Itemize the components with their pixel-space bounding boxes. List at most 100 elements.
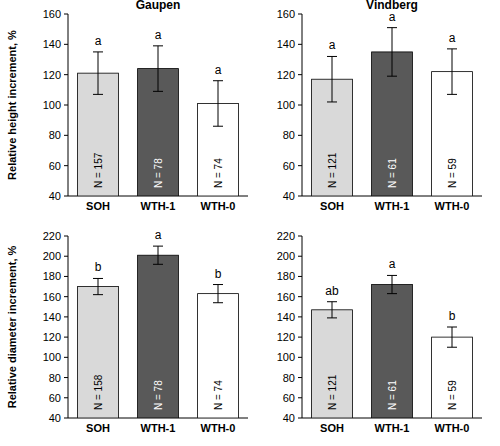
y-tick <box>64 236 68 237</box>
n-label: N = 158 <box>93 374 104 410</box>
marks <box>312 275 473 418</box>
error-cap <box>213 302 223 303</box>
y-tick <box>298 165 302 166</box>
error-cap <box>153 45 163 46</box>
y-tick <box>64 105 68 106</box>
error-line <box>158 46 159 92</box>
error-cap <box>153 91 163 92</box>
y-tick-label: 140 <box>277 38 295 50</box>
significance-letter: a <box>389 257 396 271</box>
n-label: N = 78 <box>153 158 164 188</box>
error-cap <box>213 80 223 81</box>
y-tick <box>64 256 68 257</box>
significance-letter: a <box>155 228 162 242</box>
error-bar <box>447 49 457 94</box>
y-tick <box>298 337 302 338</box>
error-cap <box>93 94 103 95</box>
y-tick-label: 140 <box>43 311 61 323</box>
y-tick-label: 180 <box>43 270 61 282</box>
y-tick <box>298 256 302 257</box>
y-tick-label: 120 <box>277 69 295 81</box>
error-bar <box>387 28 397 77</box>
error-cap <box>93 51 103 52</box>
marks <box>312 28 473 196</box>
x-tick-label: WTH-1 <box>375 422 410 434</box>
x-tick-label: WTH-1 <box>375 200 410 212</box>
significance-letter: b <box>449 309 456 323</box>
error-cap <box>213 126 223 127</box>
y-tick <box>298 14 302 15</box>
error-cap <box>327 56 337 57</box>
y-tick-label: 80 <box>49 372 61 384</box>
y-tick-label: 120 <box>43 331 61 343</box>
y-axis <box>68 236 69 418</box>
error-cap <box>387 293 397 294</box>
n-label: N = 61 <box>387 380 398 410</box>
error-cap <box>387 76 397 77</box>
y-tick-label: 200 <box>43 250 61 262</box>
y-tick <box>64 14 68 15</box>
error-cap <box>153 246 163 247</box>
y-tick-label: 100 <box>43 351 61 363</box>
y-tick-label: 100 <box>277 99 295 111</box>
y-tick-label: 220 <box>43 230 61 242</box>
y-tick <box>298 105 302 106</box>
y-tick <box>64 397 68 398</box>
panel: GaupenRelative height increment, %406080… <box>6 0 248 212</box>
error-cap <box>447 347 457 348</box>
bar <box>138 255 179 418</box>
y-tick-label: 100 <box>43 99 61 111</box>
error-bar <box>327 56 337 102</box>
y-tick-label: 160 <box>277 291 295 303</box>
error-line <box>158 246 159 264</box>
y-tick-label: 220 <box>277 230 295 242</box>
significance-letter: a <box>449 31 456 45</box>
bar <box>78 287 119 418</box>
error-cap <box>153 264 163 265</box>
panel: Vindberg406080100120140160SOHaN = 121WTH… <box>277 0 482 212</box>
error-bar <box>447 327 457 347</box>
y-tick-label: 120 <box>277 331 295 343</box>
figure: Gaupen Relative height increment, % 40 60 80… <box>0 0 500 446</box>
y-tick <box>64 74 68 75</box>
y-tick-label: 40 <box>283 190 295 202</box>
error-cap <box>447 94 457 95</box>
y-tick-label: 40 <box>49 412 61 424</box>
y-tick <box>64 196 68 197</box>
n-label: N = 121 <box>327 152 338 188</box>
y-tick <box>298 316 302 317</box>
error-bar <box>327 302 337 318</box>
significance-letter: a <box>95 34 102 48</box>
y-tick-label: 60 <box>49 392 61 404</box>
y-tick <box>298 418 302 419</box>
y-tick-label: 180 <box>277 270 295 282</box>
n-label: N = 157 <box>93 152 104 188</box>
y-tick-label: 140 <box>277 311 295 323</box>
marks <box>78 246 239 418</box>
y-tick-label: 80 <box>49 129 61 141</box>
y-tick <box>298 276 302 277</box>
error-cap <box>327 317 337 318</box>
y-tick <box>64 296 68 297</box>
error-cap <box>93 294 103 295</box>
y-tick <box>64 337 68 338</box>
y-tick <box>298 377 302 378</box>
error-bar <box>153 46 163 92</box>
y-label: Relative height increment, % <box>6 30 18 180</box>
error-cap <box>387 275 397 276</box>
x-tick-label: SOH <box>86 200 110 212</box>
n-label: N = 61 <box>387 158 398 188</box>
y-tick <box>64 377 68 378</box>
y-tick-label: 160 <box>277 8 295 20</box>
error-bar <box>213 81 223 127</box>
x-tick-label: SOH <box>86 422 110 434</box>
bar <box>312 310 353 418</box>
y-label: Relative diameter increment, % <box>6 245 18 408</box>
title: Gaupen <box>136 0 181 12</box>
significance-letter: a <box>215 63 222 77</box>
y-tick-label: 140 <box>43 38 61 50</box>
error-bar <box>387 275 397 293</box>
y-tick <box>298 236 302 237</box>
n-label: N = 59 <box>447 380 458 410</box>
y-tick-label: 40 <box>283 412 295 424</box>
